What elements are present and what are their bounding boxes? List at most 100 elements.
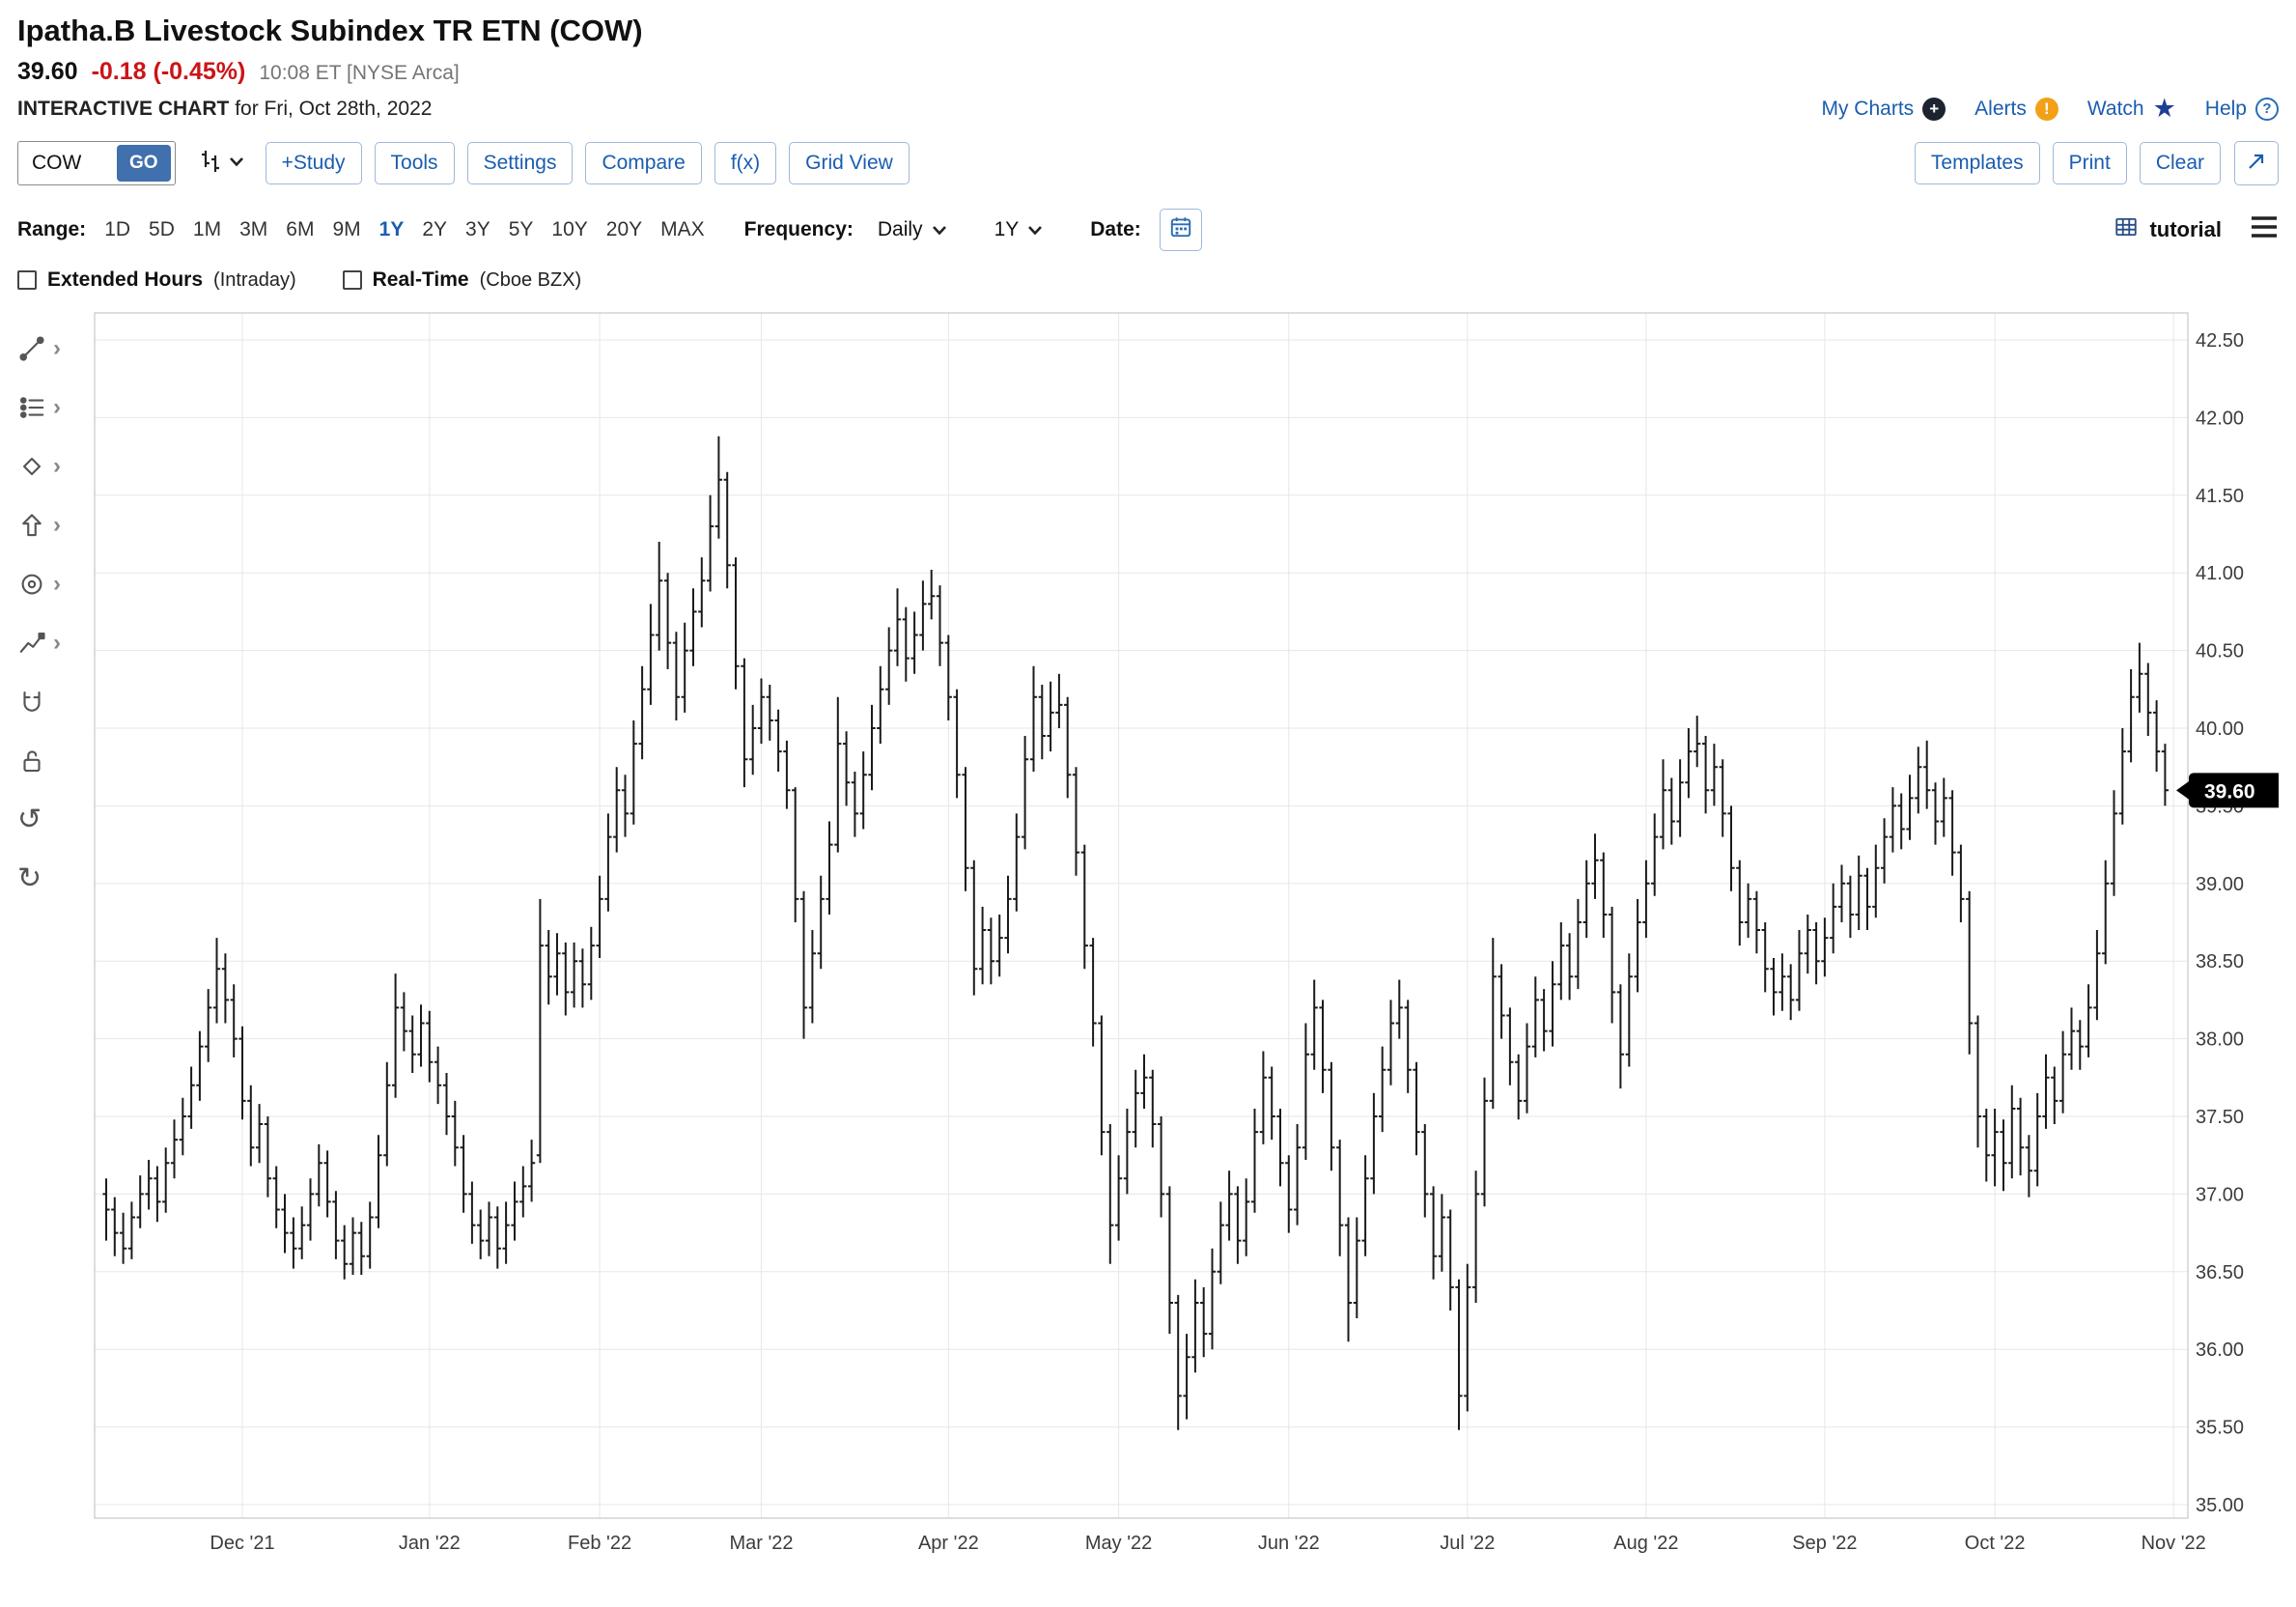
chevron-right-icon: › [53, 453, 61, 479]
expand-icon [2245, 150, 2268, 178]
ohlc-bars-icon [197, 148, 224, 180]
draw-tool-arrow-marker[interactable]: › [17, 509, 93, 542]
my-charts-link[interactable]: My Charts + [1821, 97, 1946, 121]
range-3m[interactable]: 3M [239, 218, 268, 240]
period-select[interactable]: 1Y [994, 218, 1044, 241]
svg-text:37.00: 37.00 [2196, 1184, 2244, 1205]
svg-text:Feb '22: Feb '22 [568, 1533, 631, 1554]
range-1d[interactable]: 1D [104, 218, 131, 240]
range-20y[interactable]: 20Y [605, 218, 643, 240]
interactive-chart-label: INTERACTIVE CHART [17, 97, 230, 120]
quote-row: 39.60 -0.18 (-0.45%) 10:08 ET [NYSE Arca… [17, 58, 2279, 86]
svg-text:40.50: 40.50 [2196, 641, 2244, 663]
range-1m[interactable]: 1M [192, 218, 222, 240]
draw-tool-shapes[interactable]: › [17, 450, 93, 483]
range-bar: Range: 1D 5D 1M 3M 6M 9M 1Y 2Y 3Y 5Y 10Y 20Y MAX Fre… [17, 209, 2279, 251]
chart-area: › › › › › › ↺ ↻ 42.50 42.00 41.50 41.00 40.50 40.00 3… [17, 305, 2279, 1570]
frequency-select[interactable]: Daily [878, 218, 947, 241]
alerts-label: Alerts [1974, 97, 2027, 120]
real-time-option[interactable]: Real-Time (Cboe BZX) [342, 268, 581, 292]
range-1y[interactable]: 1Y [378, 218, 405, 240]
svg-text:38.50: 38.50 [2196, 951, 2244, 973]
toolbar-button-grid-view[interactable]: Grid View [789, 142, 910, 184]
svg-text:Aug '22: Aug '22 [1613, 1533, 1678, 1554]
frequency-label: Frequency: [743, 218, 854, 240]
watch-label: Watch [2086, 97, 2144, 120]
range-max[interactable]: MAX [660, 218, 705, 240]
toolbar-left-buttons: +Study Tools Settings Compare f(x) Grid View [265, 142, 910, 184]
range-5y[interactable]: 5Y [508, 218, 534, 240]
watch-link[interactable]: Watch ★ [2087, 96, 2176, 122]
arrow-marker-icon [17, 511, 46, 540]
menu-button[interactable] [2250, 214, 2279, 245]
help-label: Help [2204, 97, 2247, 120]
svg-text:40.00: 40.00 [2196, 719, 2244, 740]
help-link[interactable]: Help ? [2204, 97, 2279, 121]
unlock-icon [17, 747, 46, 775]
draw-tool-undo[interactable]: ↺ [17, 804, 93, 836]
svg-text:36.50: 36.50 [2196, 1262, 2244, 1283]
toolbar-button-compare[interactable]: Compare [585, 142, 702, 184]
period-value: 1Y [994, 218, 1020, 240]
draw-tool-unlock[interactable] [17, 745, 93, 777]
symbol-input[interactable] [30, 151, 117, 176]
svg-text:Jan '22: Jan '22 [399, 1533, 461, 1554]
toolbar-button-clear[interactable]: Clear [2139, 142, 2221, 184]
range-3y[interactable]: 3Y [465, 218, 490, 240]
toolbar-button-tools[interactable]: Tools [374, 142, 455, 184]
price-chart[interactable]: 42.5042.0041.5041.0040.5040.0039.5039.00… [17, 305, 2279, 1570]
alerts-link[interactable]: Alerts ! [1974, 97, 2058, 121]
toolbar-button-f-x[interactable]: f(x) [714, 142, 777, 184]
extended-hours-label: Extended Hours [47, 268, 204, 291]
last-price-badge-text: 39.60 [2204, 780, 2255, 803]
tutorial-link[interactable]: tutorial [2114, 214, 2222, 245]
toolbar-right-buttons: Templates Print Clear [1914, 142, 2221, 184]
options-row: Extended Hours (Intraday) Real-Time (Cbo… [17, 268, 2279, 292]
date-label: Date: [1090, 218, 1141, 240]
svg-text:38.00: 38.00 [2196, 1029, 2244, 1051]
frequency-value: Daily [877, 218, 923, 240]
shapes-icon [17, 452, 46, 481]
range-2y[interactable]: 2Y [422, 218, 448, 240]
draw-tool-redo[interactable]: ↻ [17, 862, 93, 895]
range-10y[interactable]: 10Y [551, 218, 588, 240]
draw-tool-path-flag[interactable]: › [17, 627, 93, 660]
svg-text:Mar '22: Mar '22 [729, 1533, 793, 1554]
hamburger-icon [2250, 214, 2279, 245]
range-label: Range: [17, 218, 87, 240]
extended-hours-option[interactable]: Extended Hours (Intraday) [17, 268, 296, 292]
go-button[interactable]: GO [117, 145, 171, 182]
drawing-toolbar: › › › › › › ↺ ↻ [17, 332, 93, 921]
svg-text:May '22: May '22 [1085, 1533, 1152, 1554]
draw-tool-magnet[interactable] [17, 686, 93, 719]
expand-chart-button[interactable] [2234, 141, 2279, 185]
last-price-badge [2189, 773, 2279, 808]
ellipse-icon [17, 570, 46, 599]
chevron-right-icon: › [53, 335, 61, 361]
draw-tool-trendline[interactable]: › [17, 332, 93, 365]
calendar-icon [1168, 214, 1193, 245]
date-picker-button[interactable] [1159, 209, 1202, 251]
range-5d[interactable]: 5D [149, 218, 175, 240]
real-time-checkbox[interactable] [342, 270, 362, 290]
draw-tool-annotation-list[interactable]: › [17, 391, 93, 424]
toolbar-button-settings[interactable]: Settings [466, 142, 574, 184]
extended-hours-checkbox[interactable] [17, 270, 37, 290]
chart-date-label: for Fri, Oct 28th, 2022 [235, 97, 433, 120]
svg-text:41.00: 41.00 [2196, 563, 2244, 584]
chart-type-selector[interactable] [197, 148, 244, 180]
toolbar-button-templates[interactable]: Templates [1914, 142, 2040, 184]
toolbar-button-print[interactable]: Print [2052, 142, 2127, 184]
alert-icon: ! [2034, 97, 2058, 121]
star-icon: ★ [2152, 94, 2176, 123]
svg-text:41.50: 41.50 [2196, 486, 2244, 507]
toolbar-button-study[interactable]: +Study [265, 142, 362, 184]
chevron-down-icon [1027, 218, 1043, 241]
quote-time: 10:08 ET [NYSE Arca] [259, 62, 460, 84]
range-9m[interactable]: 9M [332, 218, 361, 240]
svg-text:Jun '22: Jun '22 [1258, 1533, 1320, 1554]
svg-text:Dec '21: Dec '21 [210, 1533, 274, 1554]
chevron-right-icon: › [53, 394, 61, 420]
range-6m[interactable]: 6M [286, 218, 315, 240]
draw-tool-ellipse[interactable]: › [17, 568, 93, 601]
